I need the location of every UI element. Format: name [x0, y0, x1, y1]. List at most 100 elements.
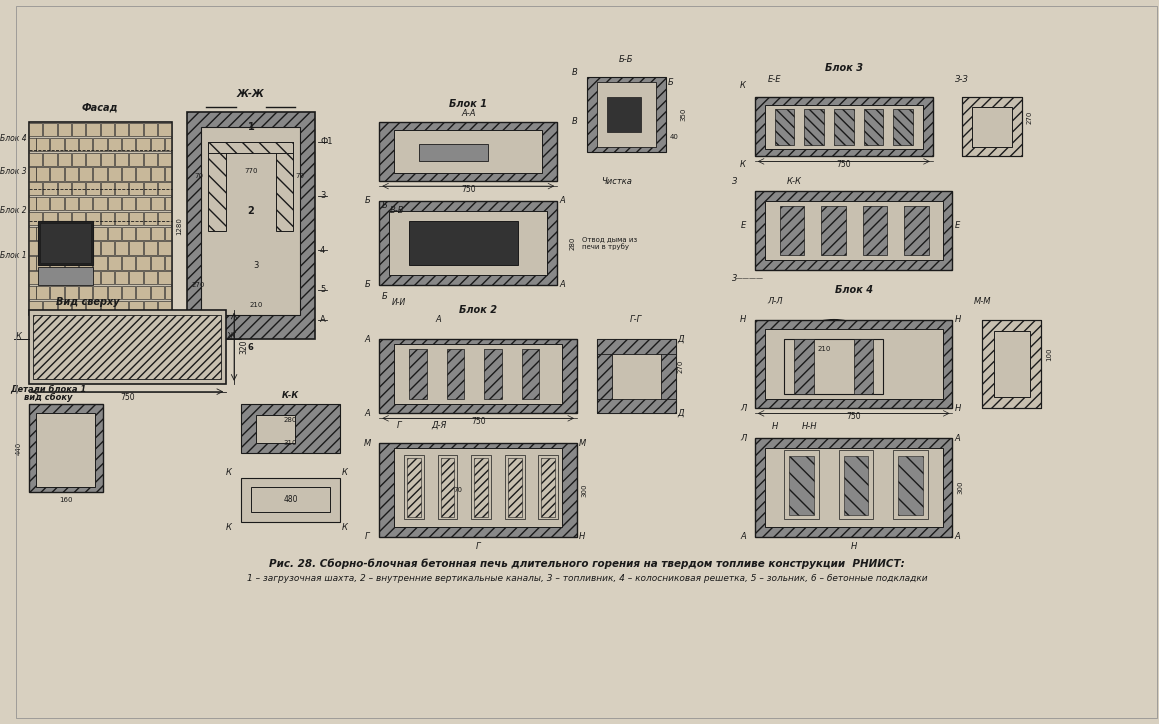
Bar: [130, 182, 143, 195]
Bar: [29, 153, 43, 166]
Bar: [29, 122, 172, 314]
Bar: [115, 182, 129, 195]
Bar: [472, 455, 491, 519]
Bar: [158, 153, 172, 166]
Text: 4: 4: [320, 246, 326, 255]
Bar: [29, 286, 36, 299]
Bar: [38, 267, 93, 285]
Text: А: А: [560, 196, 566, 206]
Text: 6: 6: [248, 342, 254, 352]
Text: А: А: [955, 434, 961, 442]
Text: Блок 1: Блок 1: [450, 99, 487, 109]
Bar: [41, 223, 90, 264]
Bar: [407, 458, 421, 517]
Bar: [151, 286, 163, 299]
Bar: [108, 286, 121, 299]
Bar: [43, 212, 57, 225]
Text: В: В: [573, 68, 578, 77]
Bar: [36, 413, 95, 487]
Bar: [87, 300, 100, 314]
Text: Е-Е: Е-Е: [768, 75, 781, 84]
Bar: [994, 332, 1029, 397]
Bar: [539, 455, 559, 519]
Text: 280: 280: [569, 236, 575, 250]
Bar: [898, 456, 923, 515]
Bar: [379, 340, 577, 413]
Bar: [862, 206, 888, 256]
Text: Блок 1: Блок 1: [0, 251, 27, 260]
Bar: [130, 241, 143, 255]
Bar: [79, 286, 93, 299]
Text: Отвод дыма из
печи в трубу: Отвод дыма из печи в трубу: [582, 236, 637, 250]
Text: Д: Д: [678, 409, 684, 418]
Text: Н: Н: [578, 532, 585, 542]
Text: М: М: [578, 439, 585, 447]
Bar: [115, 153, 129, 166]
Text: Н-Н: Н-Н: [801, 422, 817, 431]
Bar: [144, 182, 156, 195]
Bar: [804, 109, 824, 145]
Bar: [789, 456, 814, 515]
Bar: [29, 227, 36, 240]
Bar: [765, 201, 942, 260]
Bar: [137, 197, 150, 210]
Text: 70: 70: [454, 487, 462, 493]
Text: М: М: [364, 439, 371, 447]
Text: Д: Д: [678, 334, 684, 344]
Bar: [165, 167, 172, 181]
Bar: [144, 123, 156, 136]
Bar: [765, 105, 923, 148]
Text: Б: Б: [668, 78, 673, 87]
Bar: [38, 221, 93, 265]
Text: Л-Л: Л-Л: [767, 298, 782, 306]
Bar: [101, 241, 114, 255]
Bar: [755, 97, 933, 156]
Bar: [821, 206, 846, 256]
Text: 320: 320: [240, 340, 248, 354]
Bar: [130, 212, 143, 225]
Bar: [29, 310, 226, 384]
Bar: [50, 256, 64, 269]
Bar: [36, 197, 50, 210]
Text: Ж-Ж: Ж-Ж: [236, 89, 264, 99]
Bar: [108, 227, 121, 240]
Bar: [484, 349, 502, 399]
Text: К: К: [739, 160, 746, 169]
Bar: [115, 241, 129, 255]
Bar: [36, 138, 50, 151]
Bar: [409, 349, 427, 399]
Bar: [101, 271, 114, 285]
Bar: [165, 227, 172, 240]
Bar: [130, 153, 143, 166]
Bar: [241, 403, 340, 453]
Bar: [50, 227, 64, 240]
Text: Ж: Ж: [227, 332, 235, 341]
Text: Л: Л: [739, 434, 746, 442]
Text: А: А: [436, 315, 442, 324]
Text: Блок 4: Блок 4: [834, 285, 873, 295]
Bar: [115, 212, 129, 225]
Bar: [982, 319, 1042, 408]
Bar: [115, 300, 129, 314]
Bar: [108, 197, 121, 210]
Bar: [58, 300, 71, 314]
Bar: [101, 123, 114, 136]
Bar: [409, 221, 518, 265]
Bar: [137, 227, 150, 240]
Text: 750: 750: [461, 185, 475, 193]
Bar: [130, 123, 143, 136]
Bar: [122, 256, 136, 269]
Bar: [93, 167, 107, 181]
Text: 310: 310: [284, 440, 297, 446]
Bar: [87, 153, 100, 166]
Text: Е: Е: [955, 221, 960, 230]
Text: 3: 3: [732, 274, 738, 282]
Text: А: А: [560, 280, 566, 290]
Text: Фасад: Фасад: [82, 102, 118, 112]
Text: 750: 750: [121, 393, 134, 402]
Bar: [962, 97, 1021, 156]
Bar: [863, 109, 883, 145]
Bar: [597, 340, 612, 413]
Bar: [765, 329, 942, 399]
Bar: [144, 212, 156, 225]
